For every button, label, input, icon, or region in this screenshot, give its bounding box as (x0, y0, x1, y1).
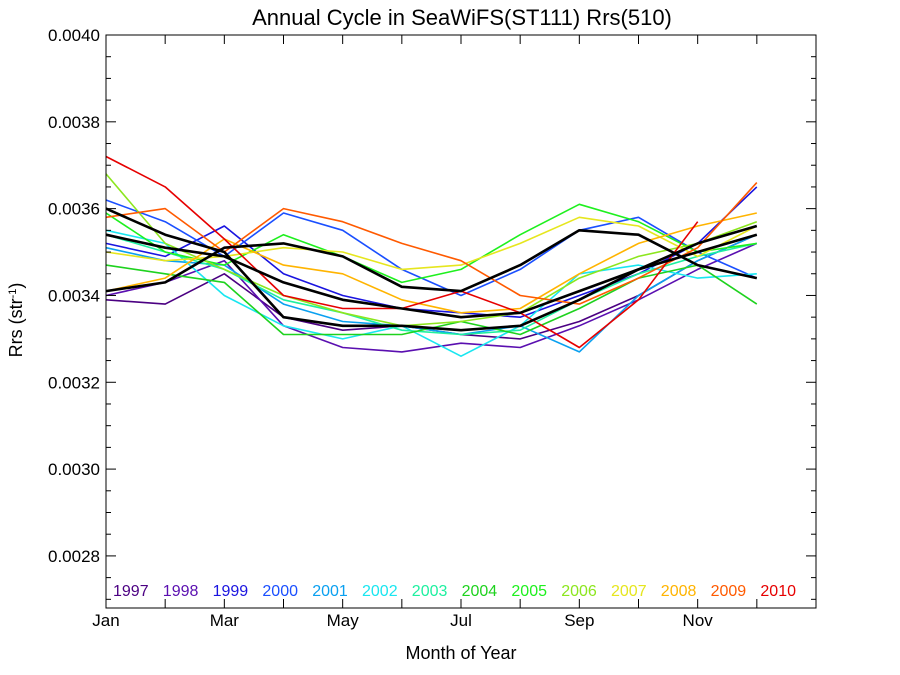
series-line-2002 (105, 229, 757, 358)
legend-entry-2007: 2007 (611, 583, 647, 600)
y-tick-label: 0.0032 (48, 373, 100, 392)
legend-entry-2010: 2010 (760, 583, 796, 600)
y-axis-label-main: Rrs (str (6, 298, 26, 357)
x-tick-label: May (327, 611, 360, 630)
series-line-2009 (105, 182, 758, 305)
legend-entry-1998: 1998 (163, 583, 199, 600)
legend: 1997 1998 1999 2000 2001 2002 2003 2004 2005 2006… (113, 583, 796, 600)
legend-entry-1997: 1997 (113, 583, 149, 600)
ticks-layer: Jan Mar May Jul Sep Nov 0.0028 0.0030 0.0032 0.00… (48, 26, 816, 630)
y-tick-label: 0.0038 (48, 113, 100, 132)
y-tick-label: 0.0028 (48, 547, 100, 566)
legend-entry-2004: 2004 (462, 583, 498, 600)
series-line-2003 (105, 233, 757, 336)
x-tick-label: Jan (92, 611, 119, 630)
x-tick-label: Sep (564, 611, 594, 630)
series-layer (105, 155, 758, 358)
legend-entry-2000: 2000 (262, 583, 298, 600)
series-line-2007 (105, 216, 758, 271)
x-tick-label: Mar (210, 611, 240, 630)
series-line-2006 (105, 173, 758, 327)
y-tick-label: 0.0030 (48, 460, 100, 479)
legend-entry-2005: 2005 (511, 583, 547, 600)
y-axis-label: Rrs (str-1) (6, 283, 26, 358)
chart-title: Annual Cycle in SeaWiFS(ST111) Rrs(510) (252, 5, 672, 30)
y-tick-label: 0.0040 (48, 26, 100, 45)
legend-entry-2001: 2001 (312, 583, 348, 600)
y-tick-label: 0.0034 (48, 286, 100, 305)
y-axis-label-close: ) (6, 283, 26, 289)
legend-entry-1999: 1999 (213, 583, 249, 600)
series-line-2000 (105, 199, 758, 297)
y-axis-label-superscript: -1 (7, 289, 19, 299)
legend-entry-2009: 2009 (711, 583, 747, 600)
legend-entry-2006: 2006 (561, 583, 597, 600)
series-line-2005 (105, 203, 757, 284)
legend-entry-2008: 2008 (661, 583, 697, 600)
y-tick-label: 0.0036 (48, 200, 100, 219)
x-tick-label: Jul (450, 611, 472, 630)
series-line-mean-16 (105, 229, 758, 293)
legend-entry-2002: 2002 (362, 583, 398, 600)
x-tick-label: Nov (683, 611, 714, 630)
legend-entry-2003: 2003 (412, 583, 448, 600)
x-axis-label: Month of Year (405, 643, 516, 663)
series-line-mean-15 (105, 207, 758, 332)
